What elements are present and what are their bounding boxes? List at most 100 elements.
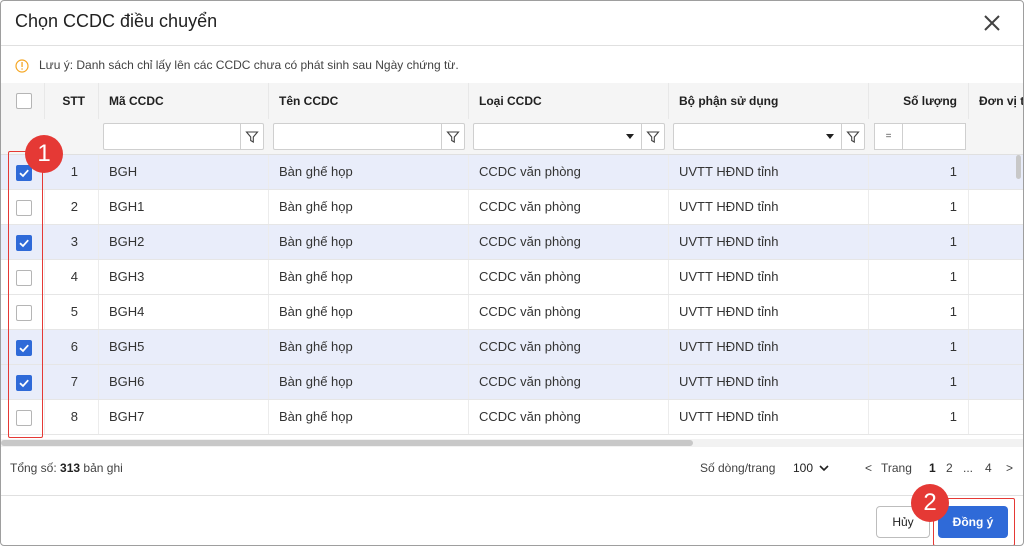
check-icon	[19, 344, 29, 353]
cell-department: UVTT HĐND tỉnh	[669, 190, 869, 224]
total-records: Tổng số: 313 bản ghi	[10, 461, 123, 475]
name-filter-input[interactable]	[273, 123, 465, 150]
cell-name: Bàn ghế họp	[269, 225, 469, 259]
cell-select	[1, 190, 45, 224]
caret-down-icon[interactable]	[626, 134, 634, 139]
cell-select	[1, 400, 45, 434]
row-checkbox[interactable]	[16, 410, 32, 426]
table-row[interactable]: 3 BGH2 Bàn ghế họp CCDC văn phòng UVTT HĐND …	[1, 225, 1023, 260]
cell-unit	[969, 225, 1023, 259]
column-header-unit[interactable]: Đơn vị t	[979, 94, 1023, 108]
cell-department: UVTT HĐND tỉnh	[669, 365, 869, 399]
column-header-name[interactable]: Tên CCDC	[269, 83, 469, 119]
cell-stt: 2	[45, 190, 99, 224]
table-row[interactable]: 8 BGH7 Bàn ghế họp CCDC văn phòng UVTT HĐND …	[1, 400, 1023, 435]
cell-stt: 1	[45, 155, 99, 189]
cell-quantity: 1	[869, 155, 969, 189]
page-2-button[interactable]: 2	[946, 461, 953, 475]
quantity-filter-input[interactable]	[902, 123, 966, 150]
filter-icon[interactable]	[245, 130, 259, 144]
filter-icon[interactable]	[446, 130, 460, 144]
caret-down-icon[interactable]	[826, 134, 834, 139]
table-row[interactable]: 2 BGH1 Bàn ghế họp CCDC văn phòng UVTT HĐND …	[1, 190, 1023, 225]
dialog-header: Chọn CCDC điều chuyển	[1, 1, 1023, 45]
rows-per-page-label: Số dòng/trang	[700, 461, 776, 475]
annotation-marker-2: 2	[911, 484, 949, 522]
check-icon	[19, 169, 29, 178]
tool-grid: STT Mã CCDC Tên CCDC Loại CCDC Bộ phận s…	[1, 83, 1023, 449]
row-checkbox[interactable]	[16, 305, 32, 321]
cell-name: Bàn ghế họp	[269, 155, 469, 189]
page-1-button[interactable]: 1	[929, 461, 936, 475]
cell-department: UVTT HĐND tỉnh	[669, 225, 869, 259]
note-bar: Lưu ý: Danh sách chỉ lấy lên các CCDC ch…	[1, 45, 1023, 83]
chevron-down-icon	[819, 465, 829, 472]
total-prefix: Tổng số:	[10, 461, 57, 475]
total-count: 313	[60, 461, 81, 475]
cell-name: Bàn ghế họp	[269, 190, 469, 224]
cell-type: CCDC văn phòng	[469, 155, 669, 189]
row-checkbox[interactable]	[16, 270, 32, 286]
cell-type: CCDC văn phòng	[469, 330, 669, 364]
prev-page-button[interactable]: <	[865, 461, 873, 475]
cell-select	[1, 365, 45, 399]
column-header-department[interactable]: Bộ phận sử dụng	[669, 83, 869, 119]
close-icon	[984, 15, 1000, 31]
cell-department: UVTT HĐND tỉnh	[669, 330, 869, 364]
row-checkbox[interactable]	[16, 340, 32, 356]
cell-quantity: 1	[869, 400, 969, 434]
cell-code: BGH1	[99, 190, 269, 224]
table-row[interactable]: 5 BGH4 Bàn ghế họp CCDC văn phòng UVTT HĐND …	[1, 295, 1023, 330]
confirm-button[interactable]: Đồng ý	[938, 506, 1008, 538]
cell-department: UVTT HĐND tỉnh	[669, 155, 869, 189]
row-checkbox[interactable]	[16, 165, 32, 181]
table-row[interactable]: 6 BGH5 Bàn ghế họp CCDC văn phòng UVTT HĐND …	[1, 330, 1023, 365]
check-icon	[19, 239, 29, 248]
column-header-code[interactable]: Mã CCDC	[99, 83, 269, 119]
cell-unit	[969, 260, 1023, 294]
grid-header: STT Mã CCDC Tên CCDC Loại CCDC Bộ phận s…	[1, 83, 1023, 119]
cell-type: CCDC văn phòng	[469, 400, 669, 434]
total-suffix: bản ghi	[83, 461, 123, 475]
annotation-box-checkboxes	[8, 151, 43, 438]
rows-per-page-select[interactable]: 100	[793, 461, 829, 475]
cell-code: BGH5	[99, 330, 269, 364]
close-button[interactable]	[979, 10, 1005, 36]
table-row[interactable]: 7 BGH6 Bàn ghế họp CCDC văn phòng UVTT HĐND …	[1, 365, 1023, 400]
cell-quantity: 1	[869, 365, 969, 399]
cell-type: CCDC văn phòng	[469, 190, 669, 224]
page-4-button[interactable]: 4	[985, 461, 992, 475]
row-checkbox[interactable]	[16, 375, 32, 391]
row-checkbox[interactable]	[16, 200, 32, 216]
next-page-button[interactable]: >	[1006, 461, 1014, 475]
cell-quantity: 1	[869, 225, 969, 259]
dialog-actions: Hủy Đồng ý	[1, 495, 1023, 545]
column-header-quantity[interactable]: Số lượng	[869, 83, 969, 119]
code-filter-input[interactable]	[103, 123, 264, 150]
column-header-stt[interactable]: STT	[45, 83, 99, 119]
vertical-scrollbar[interactable]	[1016, 155, 1021, 179]
table-row[interactable]: 4 BGH3 Bàn ghế họp CCDC văn phòng UVTT HĐND …	[1, 260, 1023, 295]
filter-icon[interactable]	[846, 130, 860, 144]
note-text: Lưu ý: Danh sách chỉ lấy lên các CCDC ch…	[39, 58, 459, 72]
cell-select	[1, 225, 45, 259]
cell-code: BGH7	[99, 400, 269, 434]
cell-unit	[969, 190, 1023, 224]
filter-icon[interactable]	[646, 130, 660, 144]
cell-unit	[969, 365, 1023, 399]
select-all-checkbox[interactable]	[16, 93, 32, 109]
cell-select	[1, 295, 45, 329]
type-filter-select[interactable]	[473, 123, 665, 150]
page-ellipsis: ...	[963, 461, 974, 475]
quantity-operator-button[interactable]: =	[874, 123, 903, 150]
table-row[interactable]: 1 BGH Bàn ghế họp CCDC văn phòng UVTT HĐND t…	[1, 155, 1023, 190]
row-checkbox[interactable]	[16, 235, 32, 251]
cell-stt: 5	[45, 295, 99, 329]
cell-stt: 4	[45, 260, 99, 294]
column-header-type[interactable]: Loại CCDC	[469, 83, 669, 119]
cancel-button[interactable]: Hủy	[876, 506, 930, 538]
department-filter-select[interactable]	[673, 123, 865, 150]
horizontal-scrollbar[interactable]	[1, 440, 693, 446]
cell-name: Bàn ghế họp	[269, 330, 469, 364]
annotation-marker-1: 1	[25, 135, 63, 173]
